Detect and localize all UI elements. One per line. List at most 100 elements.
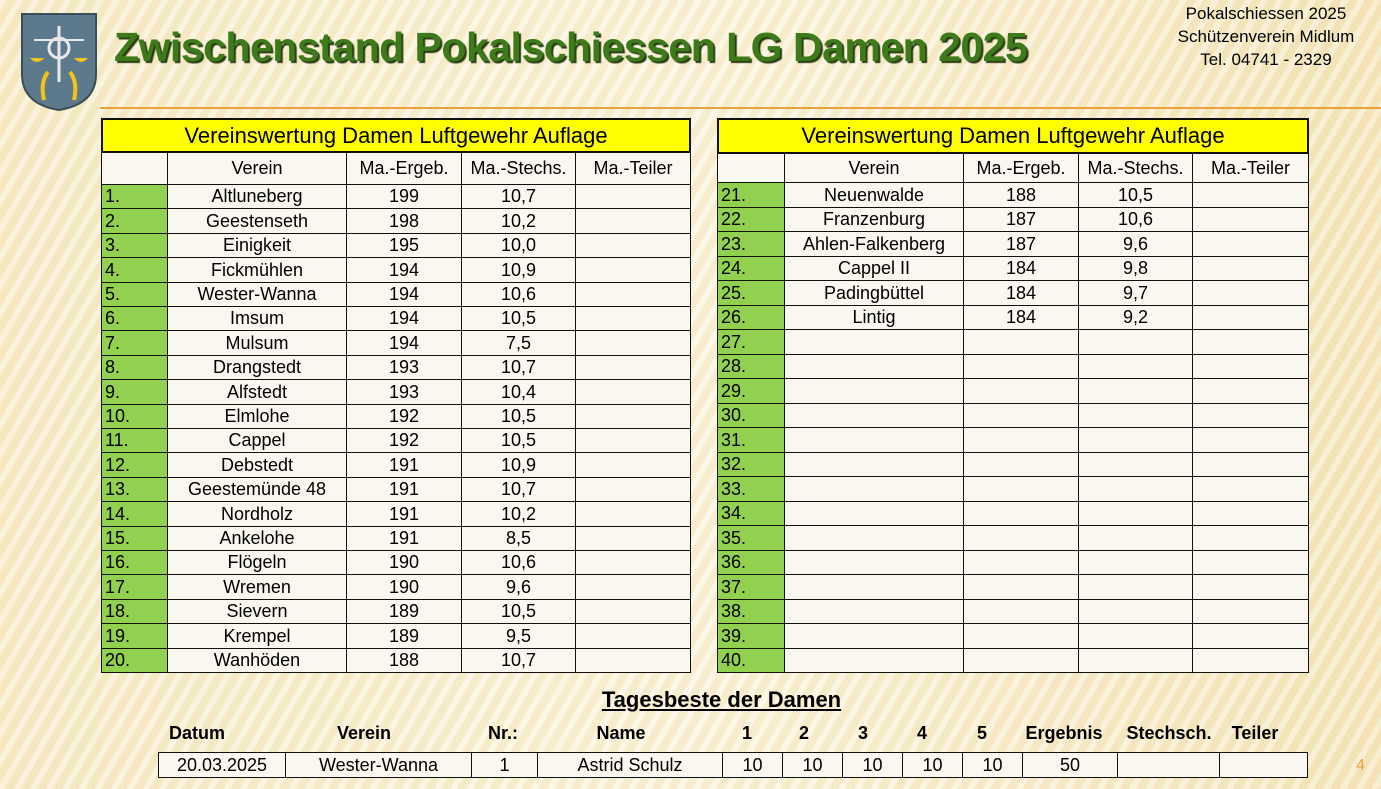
rank-cell: 37. <box>717 574 785 600</box>
rank-cell: 31. <box>717 427 785 453</box>
info-line: Schützenverein Midlum <box>1177 27 1355 46</box>
info: Pokalschiessen 2025 Schützenverein Midlu… <box>1150 2 1381 71</box>
table-cell: Altluneberg <box>167 184 347 209</box>
title: Zwischenstand Pokalschiessen LG Damen 20… <box>114 24 1028 70</box>
table-cell <box>784 452 964 477</box>
row-cell: 20.03.2025 <box>158 752 286 778</box>
table-cell <box>1078 476 1193 502</box>
section-title: Tagesbeste der Damen <box>601 687 842 712</box>
rank-cell: 32. <box>717 452 785 477</box>
table-cell <box>963 599 1079 624</box>
table-cell <box>1192 329 1309 355</box>
table-cell <box>1192 623 1309 649</box>
header-cell: Ma.-Teiler <box>575 152 691 185</box>
table-cell <box>1078 403 1193 428</box>
table-cell <box>1078 378 1193 404</box>
table-cell: 10,6 <box>461 282 576 307</box>
rank-cell: 34. <box>717 501 785 526</box>
rank-cell: 20. <box>101 648 168 673</box>
rank-cell: 1. <box>101 184 168 209</box>
row-cell: 10 <box>962 752 1023 778</box>
rank-cell: 39. <box>717 623 785 649</box>
table-cell: 194 <box>346 306 462 331</box>
table-cell: 9,6 <box>1078 231 1193 257</box>
table-cell: 10,7 <box>461 648 576 673</box>
table-cell: 10,2 <box>461 208 576 234</box>
table-cell <box>1192 256 1309 281</box>
table-cell: 10,7 <box>461 355 576 380</box>
table-cell: 192 <box>346 404 462 429</box>
row-cell <box>1117 752 1220 778</box>
table-cell: 190 <box>346 550 462 575</box>
table-cell: 184 <box>963 280 1079 306</box>
table-cell <box>575 428 691 453</box>
table-cell <box>575 526 691 551</box>
rank-cell: 6. <box>101 306 168 331</box>
header-cell: Verein <box>167 152 347 185</box>
rank-cell: 24. <box>717 256 785 281</box>
table-cell <box>575 330 691 356</box>
table-cell <box>784 378 964 404</box>
table-cell: 192 <box>346 428 462 453</box>
table-cell <box>784 476 964 502</box>
logo <box>21 13 97 112</box>
rank-cell: 7. <box>101 330 168 356</box>
page-number: 4 <box>1356 757 1365 774</box>
table-cell: 10,5 <box>461 306 576 331</box>
table-cell <box>575 257 691 283</box>
column-header: 2 <box>798 723 810 743</box>
rank-cell: 15. <box>101 526 168 551</box>
table-cell <box>963 648 1079 673</box>
table-cell <box>784 427 964 453</box>
table-cell: Cappel II <box>784 256 964 281</box>
table-cell <box>963 501 1079 526</box>
table-cell: Ahlen-Falkenberg <box>784 231 964 257</box>
table-cell <box>963 550 1079 575</box>
table-cell: 10,5 <box>461 428 576 453</box>
table-cell: 10,9 <box>461 452 576 478</box>
table-cell: 10,6 <box>461 550 576 575</box>
table-cell <box>1192 476 1309 502</box>
table-cell <box>784 648 964 673</box>
header-cell: Ma.-Ergeb. <box>346 152 462 185</box>
table-cell: 193 <box>346 355 462 380</box>
info-line: Pokalschiessen 2025 <box>1185 4 1347 23</box>
table-cell <box>963 427 1079 453</box>
table-cell: Lintig <box>784 305 964 330</box>
rank-cell: 4. <box>101 257 168 283</box>
table-cell: 9,8 <box>1078 256 1193 281</box>
table-cell: 191 <box>346 501 462 527</box>
table-cell: 188 <box>963 182 1079 208</box>
table-cell: 193 <box>346 379 462 405</box>
table-cell: 184 <box>963 256 1079 281</box>
column-header: Verein <box>336 723 392 743</box>
rank-cell: 38. <box>717 599 785 624</box>
table-cell: Krempel <box>167 623 347 649</box>
table-cell: 187 <box>963 231 1079 257</box>
table-cell <box>784 623 964 649</box>
column-header: Nr.: <box>487 723 519 743</box>
header-cell: Ma.-Ergeb. <box>963 153 1079 183</box>
table-cell <box>963 403 1079 428</box>
table-cell: 10,9 <box>461 257 576 283</box>
table-cell: 7,5 <box>461 330 576 356</box>
column-header: Name <box>596 723 646 743</box>
table-cell: 187 <box>963 207 1079 232</box>
table-cell <box>1078 452 1193 477</box>
rank-cell: 21. <box>717 182 785 208</box>
table-cell: Mulsum <box>167 330 347 356</box>
row-cell: 10 <box>782 752 843 778</box>
table-cell <box>575 550 691 575</box>
rank-cell: 5. <box>101 282 168 307</box>
rank-cell: 16. <box>101 550 168 575</box>
rank-cell: 26. <box>717 305 785 330</box>
table-cell: 10,5 <box>461 404 576 429</box>
table-cell: 190 <box>346 574 462 600</box>
rank-cell: 2. <box>101 208 168 234</box>
table-cell <box>1192 574 1309 600</box>
table-cell <box>963 378 1079 404</box>
table-cell: 189 <box>346 623 462 649</box>
column-header: Datum <box>168 723 226 743</box>
table-cell <box>575 379 691 405</box>
